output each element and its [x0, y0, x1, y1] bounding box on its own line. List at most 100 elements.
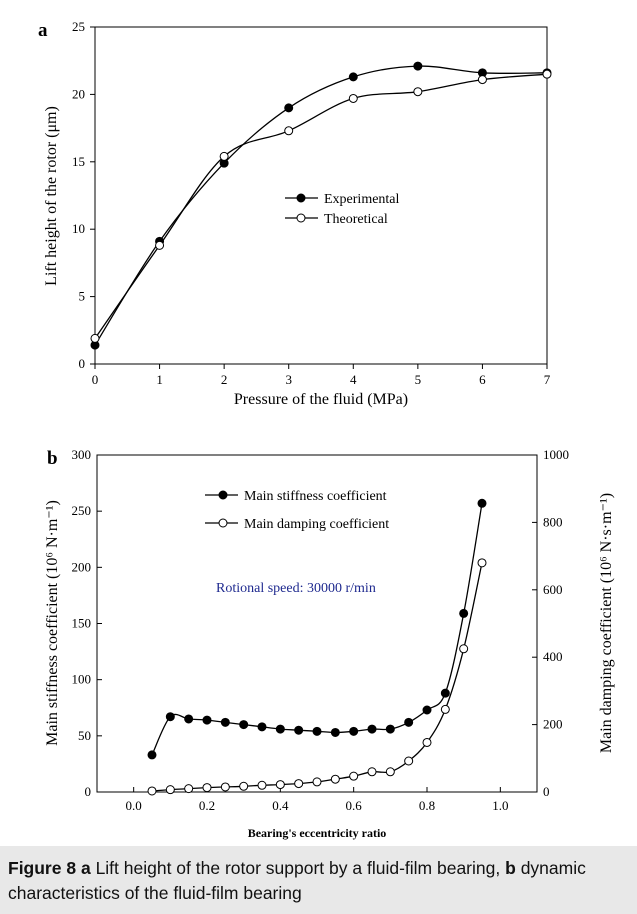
chart-a: a 0 1 2 3 4 5 6 7 0 5 10 15 20 25 Pressure of the fl… — [38, 19, 552, 408]
data-point-theoretical — [542, 69, 552, 79]
data-point-stiffness — [220, 717, 230, 727]
y-axis-title-a: Lift height of the rotor (μm) — [43, 106, 60, 286]
legend-label: Main stiffness coefficient — [244, 489, 387, 504]
data-point-stiffness — [330, 727, 340, 737]
y-tick-label-b: 200 — [72, 559, 92, 574]
series-line-stiffness — [151, 503, 483, 756]
legend-marker — [218, 518, 228, 528]
y-tick-label-b: 50 — [78, 728, 91, 743]
plot-area-b — [96, 454, 538, 793]
legend-label: Theoretical — [324, 212, 388, 227]
x-tick-label-b: 0.0 — [126, 798, 142, 813]
curves-b — [151, 503, 483, 792]
data-point-stiffness — [257, 722, 267, 732]
data-point-damping — [220, 782, 230, 792]
data-point-damping — [349, 771, 359, 781]
y2-tick-label-b: 800 — [543, 514, 563, 529]
data-point-damping — [330, 774, 340, 784]
legend-label: Main damping coefficient — [244, 517, 389, 532]
data-point-theoretical — [284, 126, 294, 136]
curves-a — [94, 65, 548, 346]
y-axis-a: 0 5 10 15 20 25 — [72, 19, 95, 371]
legend-label: Experimental — [324, 192, 400, 207]
data-point-stiffness — [385, 724, 395, 734]
rotational-speed-annotation: Rotional speed: 30000 r/min — [216, 581, 376, 596]
data-point-stiffness — [239, 720, 249, 730]
y-tick-label-a: 5 — [79, 289, 86, 304]
x-tick-label-b: 0.4 — [272, 798, 289, 813]
data-point-stiffness — [422, 705, 432, 715]
y2-tick-label-b: 0 — [543, 784, 550, 799]
data-point-stiffness — [404, 717, 414, 727]
x-tick-label-a: 6 — [479, 372, 486, 387]
plot-area-a — [94, 26, 548, 365]
caption-letter-a: a — [80, 858, 91, 878]
points-a — [90, 61, 552, 350]
y-axis-title-left-b: Main stiffness coefficient (10⁶ N·m⁻¹) — [44, 500, 61, 746]
y2-tick-label-b: 400 — [543, 649, 563, 664]
data-point-theoretical — [155, 240, 165, 250]
x-tick-label-a: 1 — [156, 372, 163, 387]
data-point-damping — [422, 737, 432, 747]
y2-tick-label-b: 200 — [543, 717, 563, 732]
data-point-experimental — [348, 72, 358, 82]
x-tick-label-a: 4 — [350, 372, 357, 387]
y-tick-label-b: 300 — [72, 447, 92, 462]
data-point-stiffness — [312, 726, 322, 736]
data-point-theoretical — [219, 151, 229, 161]
data-point-stiffness — [440, 688, 450, 698]
y-axis-left-b: 0 50 100 150 200 250 300 — [72, 447, 102, 799]
x-tick-label-b: 0.6 — [346, 798, 363, 813]
data-point-damping — [294, 779, 304, 789]
data-point-damping — [312, 777, 322, 787]
data-point-stiffness — [294, 725, 304, 735]
y2-tick-label-b: 1000 — [543, 447, 569, 462]
data-point-damping — [147, 786, 157, 796]
data-point-stiffness — [184, 714, 194, 724]
data-point-stiffness — [147, 750, 157, 760]
legend-marker — [296, 213, 306, 223]
caption-text-a: Lift height of the rotor support by a fl… — [95, 858, 501, 878]
legend-marker — [296, 193, 306, 203]
data-point-stiffness — [165, 712, 175, 722]
data-point-damping — [239, 781, 249, 791]
legend-b: Main stiffness coefficient Main damping c… — [205, 489, 389, 532]
y-tick-label-a: 15 — [72, 154, 85, 169]
data-point-damping — [184, 784, 194, 794]
y-tick-label-b: 250 — [72, 503, 92, 518]
y-tick-label-b: 150 — [72, 616, 92, 631]
data-point-experimental — [413, 61, 423, 71]
x-tick-label-b: 0.8 — [419, 798, 435, 813]
caption-text-b: dynamic characteristics of the fluid-fil… — [8, 858, 586, 903]
y-tick-label-a: 20 — [72, 86, 85, 101]
y-tick-label-a: 10 — [72, 221, 85, 236]
data-point-stiffness — [275, 724, 285, 734]
caption-label: Figure 8 — [8, 858, 77, 878]
x-tick-label-a: 3 — [285, 372, 292, 387]
series-line-theoretical — [94, 73, 548, 339]
legend-a: Experimental Theoretical — [285, 192, 400, 227]
data-point-theoretical — [477, 75, 487, 85]
data-point-theoretical — [413, 87, 423, 97]
x-tick-label-b: 1.0 — [492, 798, 508, 813]
data-point-experimental — [284, 103, 294, 113]
series-line-experimental — [94, 65, 548, 346]
data-point-damping — [165, 785, 175, 795]
panel-letter-a: a — [38, 20, 48, 41]
data-point-damping — [275, 780, 285, 790]
y-tick-label-a: 0 — [79, 356, 86, 371]
x-tick-label-b: 0.2 — [199, 798, 215, 813]
data-point-stiffness — [367, 724, 377, 734]
x-axis-title-a: Pressure of the fluid (MPa) — [234, 391, 408, 408]
x-tick-label-a: 2 — [221, 372, 228, 387]
data-point-damping — [404, 756, 414, 766]
y2-tick-label-b: 600 — [543, 582, 563, 597]
data-point-stiffness — [459, 608, 469, 618]
x-tick-label-a: 5 — [415, 372, 422, 387]
caption-letter-b: b — [505, 858, 516, 878]
x-axis-a: 0 1 2 3 4 5 6 7 — [92, 364, 551, 387]
y-axis-right-b: 0 200 400 600 800 1000 — [532, 447, 569, 799]
chart-b: b 0.0 0.2 0.4 0.6 0.8 1.0 050100150200250300 … — [44, 447, 615, 840]
data-point-damping — [257, 780, 267, 790]
y-tick-label-b: 100 — [72, 672, 92, 687]
